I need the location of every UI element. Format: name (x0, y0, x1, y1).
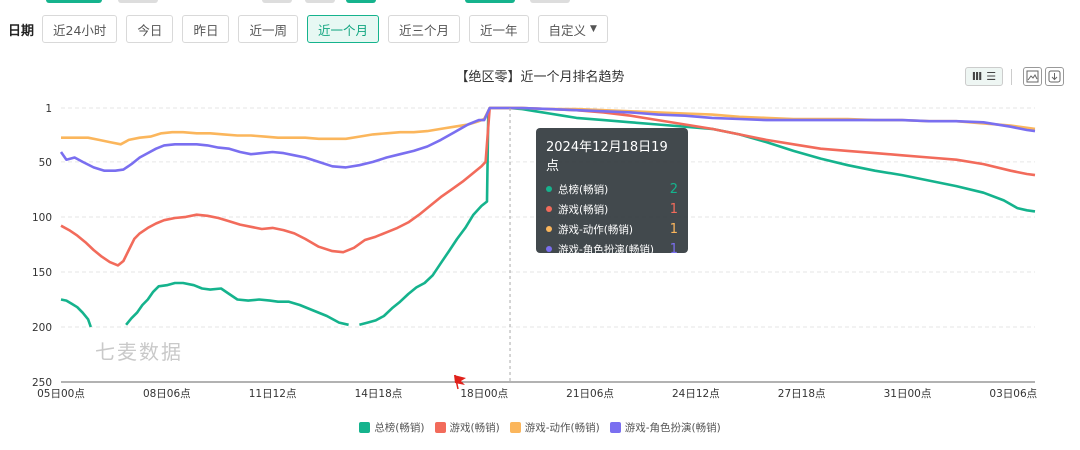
series-line (60, 106, 1036, 328)
legend-label: 游戏-动作(畅销) (524, 422, 600, 434)
range-button-month[interactable]: 近一个月 (306, 15, 379, 43)
legend-label: 游戏-角色扮演(畅销) (624, 422, 721, 434)
legend-item[interactable]: 游戏-动作(畅销) (509, 420, 600, 435)
watermark: 七麦数据 (95, 340, 183, 364)
y-tick-label: 100 (32, 212, 52, 224)
x-tick-label: 05日00点 (37, 388, 85, 400)
tooltip-series-name: 游戏-动作(畅销) (558, 223, 633, 236)
tooltip-series-name: 游戏-角色扮演(畅销) (558, 243, 654, 256)
save-image-icon[interactable] (1023, 67, 1042, 86)
range-button-24h[interactable]: 近24小时 (42, 15, 118, 43)
x-tick-label: 27日18点 (778, 388, 826, 400)
range-button-year[interactable]: 近一年 (469, 15, 529, 43)
legend-swatch (509, 422, 521, 433)
date-filter-bar: 日期 近24小时 今日 昨日 近一周 近一个月 近三个月 近一年 自定义 ▼ (8, 14, 617, 44)
legend-item[interactable]: 游戏(畅销) (434, 420, 500, 435)
legend-item[interactable]: 总榜(畅销) (359, 420, 425, 435)
y-tick-label: 1 (45, 103, 52, 115)
list-icon[interactable]: ☰ (986, 70, 997, 83)
series-line (59, 106, 1036, 172)
tooltip-row: 游戏-角色扮演(畅销) 1 (546, 239, 678, 259)
date-filter-label: 日期 (8, 23, 35, 39)
range-button-today[interactable]: 今日 (126, 15, 174, 43)
tooltip-dot (546, 186, 552, 192)
range-button-week[interactable]: 近一周 (238, 15, 298, 43)
toolbox-divider (1011, 68, 1012, 85)
tooltip-dot (546, 226, 552, 232)
custom-range-label: 自定义 (548, 22, 587, 38)
x-tick-label: 08日06点 (143, 388, 191, 400)
x-tick-label: 03日06点 (989, 388, 1037, 400)
tooltip-dot (546, 206, 552, 212)
tooltip-row: 游戏(畅销) 1 (546, 199, 678, 219)
x-tick-label: 11日12点 (249, 388, 297, 400)
download-icon[interactable] (1045, 67, 1064, 86)
legend-label: 游戏(畅销) (449, 422, 500, 434)
event-flag-icon[interactable] (452, 374, 468, 390)
tooltip-row: 游戏-动作(畅销) 1 (546, 219, 678, 239)
y-tick-label: 200 (32, 322, 52, 334)
chevron-down-icon: ▼ (590, 24, 597, 34)
bar-chart-icon[interactable]: Ⅲ (971, 70, 983, 83)
tooltip-series-value: 1 (669, 221, 678, 237)
y-tick-label: 150 (32, 267, 52, 279)
chart-toolbox: Ⅲ ☰ (962, 67, 1064, 86)
tooltip-row: 总榜(畅销) 2 (546, 179, 678, 199)
legend-swatch (434, 422, 446, 433)
y-tick-label: 50 (39, 157, 52, 169)
x-axis: 05日00点 08日06点 11日12点 14日18点 18日00点 21日06点 24日1… (37, 388, 1037, 400)
legend-swatch (359, 422, 371, 433)
chart-title: 【绝区零】近一个月排名趋势 (455, 70, 625, 85)
tooltip-dot (546, 246, 552, 252)
tooltip-series-value: 1 (669, 241, 678, 257)
tooltip-series-value: 1 (669, 201, 678, 217)
legend-label: 总榜(畅销) (374, 422, 425, 434)
legend-swatch (609, 422, 621, 433)
tooltip-series-value: 2 (669, 181, 678, 197)
top-tab-strip (0, 0, 1080, 4)
x-tick-label: 21日06点 (566, 388, 614, 400)
tooltip-series-name: 总榜(畅销) (558, 183, 609, 196)
range-button-3months[interactable]: 近三个月 (387, 15, 460, 43)
x-tick-label: 24日12点 (672, 388, 720, 400)
tooltip-series-name: 游戏(畅销) (558, 203, 609, 216)
legend-item[interactable]: 游戏-角色扮演(畅销) (609, 420, 721, 435)
x-tick-label: 31日00点 (884, 388, 932, 400)
range-button-custom[interactable]: 自定义 ▼ (537, 15, 608, 43)
y-tick-label: 250 (32, 377, 52, 389)
chart-legend: 总榜(畅销) 游戏(畅销) 游戏-动作(畅销) 游戏-角色扮演(畅销) (0, 420, 1080, 435)
chart-series (59, 106, 1036, 328)
x-tick-label: 14日18点 (355, 388, 403, 400)
view-toggle: Ⅲ ☰ (965, 67, 1003, 86)
x-tick-label: 18日00点 (460, 388, 508, 400)
series-line (60, 106, 1036, 267)
tooltip-title: 2024年12月18日19点 (546, 140, 668, 174)
chart-tooltip: 2024年12月18日19点 总榜(畅销) 2 游戏(畅销) 1 游戏-动作(畅… (536, 128, 688, 257)
range-button-yesterday[interactable]: 昨日 (182, 15, 230, 43)
